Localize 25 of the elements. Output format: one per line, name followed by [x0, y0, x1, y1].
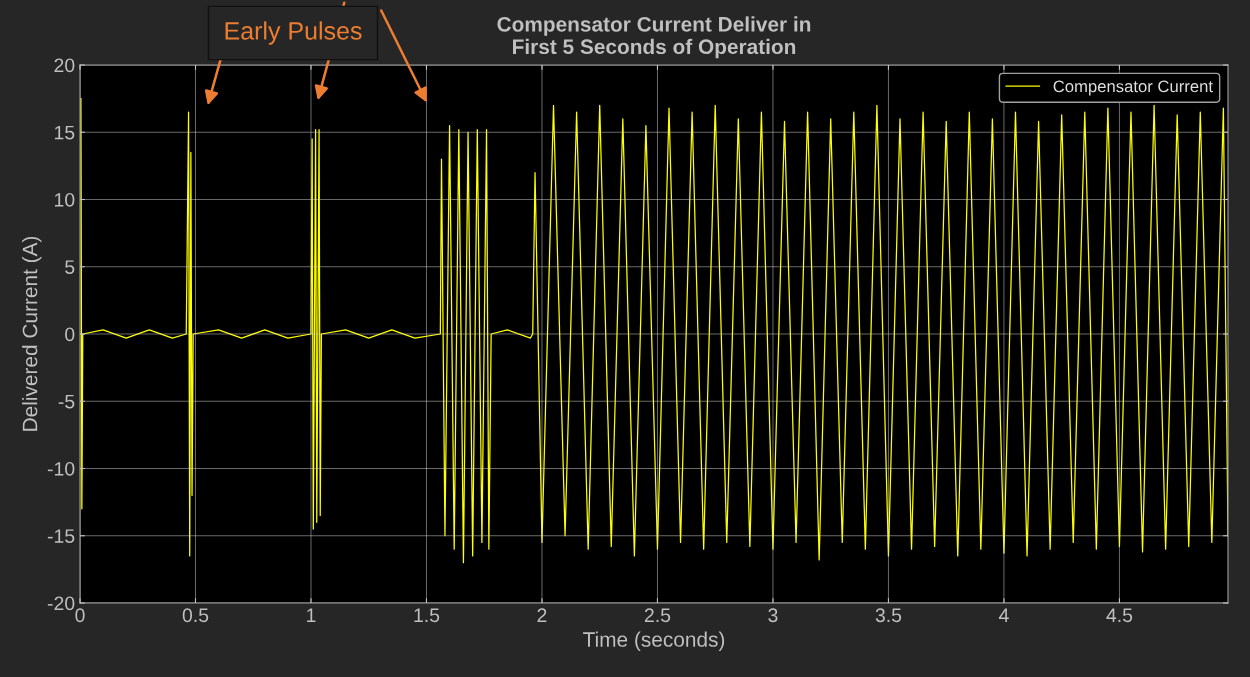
x-tick-label: 2.5: [644, 608, 671, 623]
y-axis-title: Delivered Current (A): [22, 236, 42, 431]
x-tick-label: 3: [768, 608, 778, 623]
x-tick-label: 0: [75, 608, 85, 623]
text: Early Pulses: [225, 21, 362, 45]
y-tick-label: 5: [65, 260, 75, 274]
y-tick-label: 0: [65, 327, 75, 342]
legend-label: Compensator Current: [1053, 80, 1213, 96]
x-tick-label: 4: [998, 608, 1009, 622]
y-tick-label: -15: [47, 529, 75, 543]
y-tick-label: -5: [58, 394, 75, 409]
y-tick-label: 10: [55, 192, 75, 207]
chart-title: Compensator Current Deliver in First 5 Seconds of Operation: [497, 16, 811, 59]
y-tick-label: -10: [47, 461, 75, 476]
y-tick-label: 20: [54, 58, 75, 73]
y-tick-label: -20: [47, 596, 75, 611]
x-tick-label: 3.5: [875, 608, 902, 623]
x-tick-label: 0.5: [182, 608, 209, 623]
x-tick-label: 1: [307, 608, 316, 622]
x-tick-label: 1.5: [414, 608, 440, 623]
y-tick-label: 15: [55, 125, 75, 140]
x-axis-title: Time (seconds): [583, 631, 725, 651]
x-tick-label: 4.5: [1106, 608, 1133, 623]
x-tick-label: 2: [537, 608, 547, 622]
line-series: [80, 97, 1228, 564]
